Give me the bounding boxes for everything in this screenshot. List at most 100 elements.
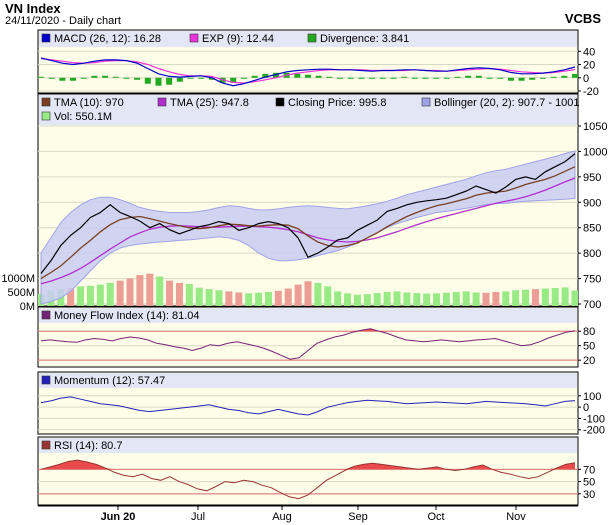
volume-bar xyxy=(96,284,104,306)
price-legend-band xyxy=(39,95,577,125)
divergence-bar xyxy=(59,77,66,81)
divergence-bar xyxy=(166,77,173,85)
volume-bar xyxy=(146,273,154,306)
volume-bar xyxy=(452,291,460,306)
divergence-bar xyxy=(176,77,183,82)
divergence-bar xyxy=(518,77,525,81)
rsi-series-group xyxy=(38,459,578,500)
macd-line xyxy=(40,57,576,87)
tma25-line xyxy=(40,177,576,285)
volume-bar xyxy=(136,275,144,306)
volume-bar xyxy=(225,291,233,306)
x-tick-label: Nov xyxy=(506,511,526,523)
divergence-bar xyxy=(433,77,440,79)
divergence-bar xyxy=(112,76,119,78)
mfi-ytick-label: 50 xyxy=(583,341,595,353)
vol-legend-swatch xyxy=(41,111,51,121)
divergence-bar xyxy=(475,75,482,78)
momentum-ytick-label: -200 xyxy=(583,425,605,437)
price-ytick-label: 900 xyxy=(583,197,601,209)
volume-bar xyxy=(166,280,174,306)
volume-bar xyxy=(433,293,441,306)
mfi-legend-band xyxy=(39,308,577,323)
x-tick-label: Aug xyxy=(272,511,292,523)
divergence-bar xyxy=(529,77,536,80)
x-tick-label: Oct xyxy=(427,511,444,523)
volume-bar xyxy=(304,281,312,306)
x-tick-label: Sep xyxy=(348,511,368,523)
volume-axis-label: 1000M xyxy=(1,273,35,285)
price-legend-label: Closing Price: 995.8 xyxy=(288,97,386,109)
vol-legend-label: Vol: 550.1M xyxy=(54,111,112,123)
divergence-bar xyxy=(358,77,365,79)
divergence-bar xyxy=(187,77,194,79)
rsi-legend-swatch xyxy=(41,440,51,450)
divergence-bar xyxy=(443,77,450,79)
divergence-bar xyxy=(347,77,354,79)
volume-bar xyxy=(353,294,361,306)
divergence-bar xyxy=(123,77,130,79)
volume-bar xyxy=(106,282,114,306)
tma10-legend-swatch xyxy=(41,97,51,107)
price-series-group xyxy=(38,150,578,306)
divergence-bar xyxy=(401,76,408,78)
volume-bar xyxy=(531,289,539,306)
divergence-bar xyxy=(102,75,109,78)
divergence-bar xyxy=(337,77,344,79)
tma25-legend-label: TMA (25): 947.8 xyxy=(170,97,249,109)
divergence-bar xyxy=(507,77,514,81)
volume-bar xyxy=(314,282,322,306)
mfi-legend-label: Money Flow Index (14): 81.04 xyxy=(54,310,200,322)
price-ytick-label: 850 xyxy=(583,223,601,235)
macd-ytick-label: 0 xyxy=(583,73,589,85)
divergence-bar xyxy=(70,77,77,81)
momentum-legend-swatch xyxy=(41,375,51,385)
price-ytick-label: 1050 xyxy=(583,121,607,133)
volume-bar xyxy=(403,292,411,306)
volume-bar xyxy=(274,290,282,306)
rsi-ytick-label: 70 xyxy=(583,464,595,476)
volume-axis-label: 0M xyxy=(20,301,35,313)
macd-legend-label: MACD (26, 12): 16.28 xyxy=(54,33,161,45)
volume-bar xyxy=(413,293,421,306)
volume-bar xyxy=(175,282,183,306)
volume-bar xyxy=(294,284,302,306)
volume-bar xyxy=(245,293,253,306)
panel-macd: 40 200-20 MACD (26, 12): 16.28 EXP (9): 12.… xyxy=(37,29,599,98)
volume-bar xyxy=(571,290,578,306)
x-tick-label: Jun 20 xyxy=(101,511,136,523)
rsi-overbought-fill xyxy=(41,460,575,470)
volume-bar xyxy=(344,293,352,306)
divergence-legend-swatch xyxy=(307,33,317,43)
price-ytick-label: 1000 xyxy=(583,146,607,158)
divergence-bar xyxy=(561,75,568,78)
price-legend-swatch xyxy=(275,97,285,107)
divergence-bar xyxy=(379,77,386,79)
volume-bar xyxy=(215,290,223,306)
volume-bar xyxy=(156,276,164,306)
volume-bar xyxy=(551,288,559,306)
panel-price: 1050 1000 950 900 850 800 750 700 1000M 500M 0M TMA… xyxy=(1,93,607,313)
volume-bar xyxy=(492,291,500,306)
volume-bar xyxy=(116,280,124,306)
divergence-bar xyxy=(572,73,578,78)
volume-bar xyxy=(205,289,213,306)
divergence-bar xyxy=(422,77,429,79)
volume-bar xyxy=(561,287,569,306)
momentum-series-group xyxy=(40,396,576,416)
divergence-bar xyxy=(305,74,311,78)
macd-legend-swatch xyxy=(41,33,51,43)
mfi-line xyxy=(40,328,576,360)
volume-bar xyxy=(67,288,75,306)
volume-axis-label: 500M xyxy=(7,287,35,299)
exp-legend-swatch xyxy=(189,33,199,43)
volume-bar xyxy=(284,288,292,306)
momentum-ytick-label: -100 xyxy=(583,413,605,425)
volume-bar xyxy=(324,286,332,306)
rsi-line xyxy=(40,459,576,500)
rsi-legend-label: RSI (14): 80.7 xyxy=(54,440,122,452)
divergence-bar xyxy=(390,77,397,79)
momentum-ytick-label: 100 xyxy=(583,391,601,403)
momentum-legend-label: Momentum (12): 57.47 xyxy=(54,375,165,387)
